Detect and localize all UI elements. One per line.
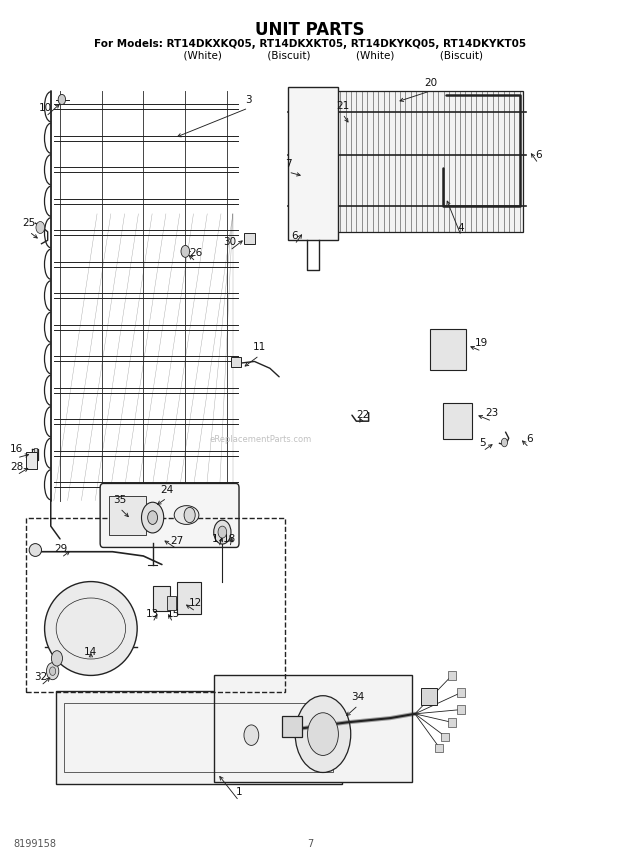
Bar bbox=[457, 705, 465, 714]
Bar bbox=[64, 703, 334, 772]
Text: eReplacementParts.com: eReplacementParts.com bbox=[210, 435, 312, 443]
Text: 5: 5 bbox=[479, 437, 486, 448]
Bar bbox=[109, 496, 146, 535]
Text: 11: 11 bbox=[253, 342, 266, 352]
Text: 27: 27 bbox=[170, 536, 184, 546]
Text: 6: 6 bbox=[291, 231, 298, 241]
Circle shape bbox=[502, 438, 508, 447]
Bar bbox=[282, 716, 302, 737]
Text: 14: 14 bbox=[84, 646, 97, 657]
Text: 1: 1 bbox=[236, 788, 242, 798]
Text: 32: 32 bbox=[34, 672, 48, 682]
Text: 16: 16 bbox=[10, 444, 24, 455]
Circle shape bbox=[244, 725, 259, 746]
Bar bbox=[153, 586, 170, 611]
Text: 6: 6 bbox=[535, 150, 542, 160]
Text: 3: 3 bbox=[245, 95, 252, 104]
Bar bbox=[244, 233, 255, 244]
FancyBboxPatch shape bbox=[100, 484, 239, 548]
Bar bbox=[332, 91, 523, 232]
Bar bbox=[288, 86, 338, 241]
Circle shape bbox=[58, 94, 66, 104]
Text: 22: 22 bbox=[356, 410, 369, 420]
Text: 23: 23 bbox=[485, 407, 498, 418]
Circle shape bbox=[184, 508, 195, 523]
Text: 15: 15 bbox=[166, 609, 180, 619]
Text: 30: 30 bbox=[223, 237, 236, 247]
Bar bbox=[448, 718, 456, 727]
Bar bbox=[26, 452, 37, 469]
Circle shape bbox=[181, 246, 190, 258]
Text: 7: 7 bbox=[285, 158, 291, 169]
Bar bbox=[215, 675, 412, 782]
Ellipse shape bbox=[45, 581, 137, 675]
FancyBboxPatch shape bbox=[56, 691, 342, 784]
Text: 7: 7 bbox=[307, 839, 313, 848]
Bar bbox=[443, 403, 472, 439]
Text: 24: 24 bbox=[160, 484, 174, 495]
Bar bbox=[177, 581, 201, 614]
Text: 6: 6 bbox=[526, 434, 533, 444]
Text: 34: 34 bbox=[352, 692, 365, 702]
Bar bbox=[26, 518, 285, 693]
Text: For Models: RT14DKXKQ05, RT14DKXKT05, RT14DKYKQ05, RT14DKYKT05: For Models: RT14DKXKQ05, RT14DKXKT05, RT… bbox=[94, 39, 526, 49]
Text: 35: 35 bbox=[113, 495, 126, 505]
Circle shape bbox=[51, 651, 63, 666]
Bar bbox=[457, 688, 465, 697]
Circle shape bbox=[295, 696, 351, 772]
Text: 8199158: 8199158 bbox=[14, 839, 57, 848]
Text: 25: 25 bbox=[22, 218, 36, 229]
Text: 18: 18 bbox=[223, 534, 236, 544]
Circle shape bbox=[36, 222, 45, 234]
Circle shape bbox=[218, 526, 227, 538]
Bar bbox=[448, 671, 456, 680]
Text: 29: 29 bbox=[55, 544, 68, 555]
Ellipse shape bbox=[29, 544, 42, 556]
Text: 10: 10 bbox=[39, 104, 53, 113]
Text: 17: 17 bbox=[212, 534, 225, 544]
Circle shape bbox=[141, 502, 164, 533]
Bar bbox=[441, 733, 450, 741]
Bar bbox=[430, 329, 466, 370]
Text: 26: 26 bbox=[189, 248, 203, 259]
Circle shape bbox=[50, 667, 56, 675]
Ellipse shape bbox=[174, 506, 199, 525]
Text: UNIT PARTS: UNIT PARTS bbox=[255, 21, 365, 39]
Text: 19: 19 bbox=[475, 338, 488, 348]
Text: 12: 12 bbox=[189, 598, 203, 608]
Bar bbox=[167, 596, 176, 609]
Text: 4: 4 bbox=[458, 223, 464, 233]
Text: 21: 21 bbox=[336, 101, 349, 110]
Bar bbox=[34, 449, 37, 464]
Text: 28: 28 bbox=[10, 461, 24, 472]
Circle shape bbox=[214, 520, 231, 544]
Circle shape bbox=[148, 511, 157, 525]
Bar bbox=[231, 357, 241, 366]
Text: 20: 20 bbox=[424, 78, 437, 87]
Bar bbox=[421, 688, 436, 705]
Text: (White)              (Biscuit)              (White)              (Biscuit): (White) (Biscuit) (White) (Biscuit) bbox=[138, 51, 482, 61]
Bar bbox=[435, 744, 443, 752]
Text: 13: 13 bbox=[146, 609, 159, 619]
Circle shape bbox=[308, 713, 339, 756]
Circle shape bbox=[46, 663, 59, 680]
